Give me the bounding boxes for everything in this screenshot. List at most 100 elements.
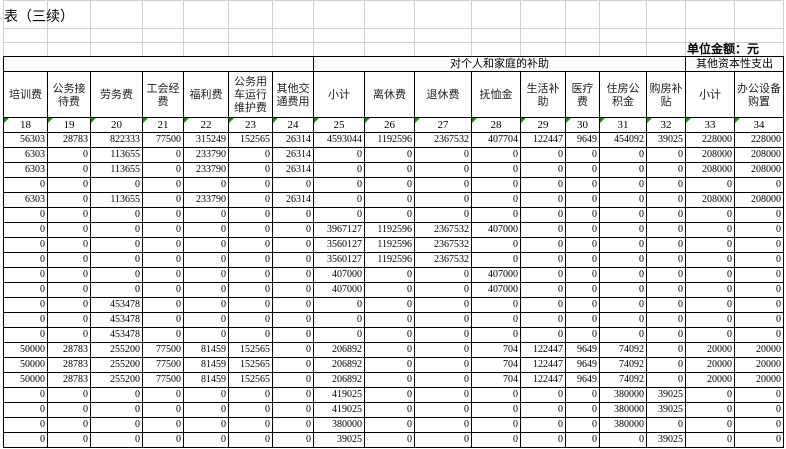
table-cell[interactable]: 0 [685,267,735,283]
table-cell[interactable]: 0 [3,387,48,403]
table-cell[interactable]: 704 [471,372,521,388]
column-header[interactable]: 购房补贴 [646,71,686,118]
table-cell[interactable]: 0 [183,297,229,313]
column-header[interactable]: 生活补助 [520,71,566,118]
table-cell[interactable]: 0 [520,252,566,268]
table-cell[interactable]: 0 [565,387,600,403]
table-cell[interactable]: 0 [685,327,735,343]
blank-cell[interactable] [646,28,686,43]
table-cell[interactable]: 0 [565,177,600,193]
table-cell[interactable]: 0 [272,297,314,313]
table-cell[interactable]: 50000 [3,357,48,373]
table-cell[interactable]: 0 [47,207,91,223]
table-cell[interactable]: 0 [272,432,314,448]
table-cell[interactable]: 56303 [3,132,48,148]
table-cell[interactable]: 0 [414,372,472,388]
table-cell[interactable]: 39025 [646,402,686,418]
table-cell[interactable]: 0 [734,207,784,223]
column-number[interactable]: 20 [90,117,143,133]
blank-cell[interactable] [47,28,91,43]
table-cell[interactable]: 2367532 [414,252,472,268]
table-cell[interactable]: 0 [183,207,229,223]
blank-cell[interactable] [228,42,273,57]
table-cell[interactable]: 39025 [646,132,686,148]
table-cell[interactable]: 152565 [228,342,273,358]
table-cell[interactable]: 0 [47,432,91,448]
table-cell[interactable]: 0 [142,147,184,163]
table-cell[interactable]: 206892 [313,372,365,388]
blank-cell[interactable] [520,28,566,43]
blank-cell[interactable] [414,28,472,43]
table-cell[interactable]: 4593044 [313,132,365,148]
table-cell[interactable]: 0 [599,207,647,223]
table-cell[interactable]: 0 [47,237,91,253]
table-cell[interactable]: 822333 [90,132,143,148]
table-cell[interactable]: 0 [47,297,91,313]
group-header-subsidies[interactable]: 对个人和家庭的补助 [313,56,686,72]
table-cell[interactable]: 0 [90,282,143,298]
blank-cell[interactable] [414,42,472,57]
table-cell[interactable]: 0 [685,402,735,418]
table-cell[interactable]: 0 [47,402,91,418]
column-header[interactable]: 小计 [313,71,365,118]
table-cell[interactable]: 0 [520,312,566,328]
table-cell[interactable]: 233790 [183,192,229,208]
table-cell[interactable]: 77500 [142,357,184,373]
table-cell[interactable]: 9649 [565,342,600,358]
table-cell[interactable]: 0 [471,162,521,178]
table-cell[interactable]: 0 [3,402,48,418]
table-cell[interactable]: 0 [228,162,273,178]
table-cell[interactable]: 407000 [471,267,521,283]
table-cell[interactable]: 0 [228,417,273,433]
table-cell[interactable]: 0 [272,312,314,328]
table-cell[interactable]: 0 [646,192,686,208]
table-cell[interactable]: 0 [685,177,735,193]
table-cell[interactable]: 0 [90,177,143,193]
table-cell[interactable]: 0 [414,147,472,163]
table-cell[interactable]: 0 [272,357,314,373]
blank-cell[interactable] [364,28,415,43]
table-cell[interactable]: 0 [414,207,472,223]
table-cell[interactable]: 0 [142,267,184,283]
table-cell[interactable]: 0 [183,177,229,193]
table-cell[interactable]: 77500 [142,372,184,388]
column-number[interactable]: 19 [47,117,91,133]
table-cell[interactable]: 0 [183,222,229,238]
table-cell[interactable]: 0 [520,162,566,178]
table-cell[interactable]: 0 [364,417,415,433]
table-cell[interactable]: 0 [142,402,184,418]
table-cell[interactable]: 0 [313,162,365,178]
table-cell[interactable]: 0 [685,207,735,223]
table-cell[interactable]: 0 [272,282,314,298]
table-cell[interactable]: 0 [565,207,600,223]
column-header[interactable]: 培训费 [3,71,48,118]
table-cell[interactable]: 0 [3,282,48,298]
table-cell[interactable]: 0 [47,267,91,283]
column-header[interactable]: 离休费 [364,71,415,118]
table-cell[interactable]: 0 [183,312,229,328]
table-cell[interactable]: 28783 [47,357,91,373]
table-cell[interactable]: 419025 [313,402,365,418]
table-cell[interactable]: 0 [599,252,647,268]
table-cell[interactable]: 0 [364,147,415,163]
table-cell[interactable]: 0 [599,147,647,163]
table-cell[interactable]: 0 [565,192,600,208]
table-cell[interactable]: 0 [183,237,229,253]
table-cell[interactable]: 0 [520,207,566,223]
table-cell[interactable]: 0 [471,402,521,418]
table-cell[interactable]: 0 [471,237,521,253]
table-cell[interactable]: 0 [471,192,521,208]
table-cell[interactable]: 20000 [734,357,784,373]
column-number[interactable]: 27 [414,117,472,133]
table-cell[interactable]: 0 [90,387,143,403]
blank-cell[interactable] [471,0,521,29]
table-cell[interactable]: 81459 [183,357,229,373]
blank-cell[interactable] [646,42,686,57]
table-cell[interactable]: 0 [364,177,415,193]
table-cell[interactable]: 208000 [734,192,784,208]
table-cell[interactable]: 0 [414,162,472,178]
table-cell[interactable]: 0 [47,162,91,178]
table-cell[interactable]: 9649 [565,357,600,373]
table-cell[interactable]: 0 [3,417,48,433]
table-cell[interactable]: 0 [734,177,784,193]
